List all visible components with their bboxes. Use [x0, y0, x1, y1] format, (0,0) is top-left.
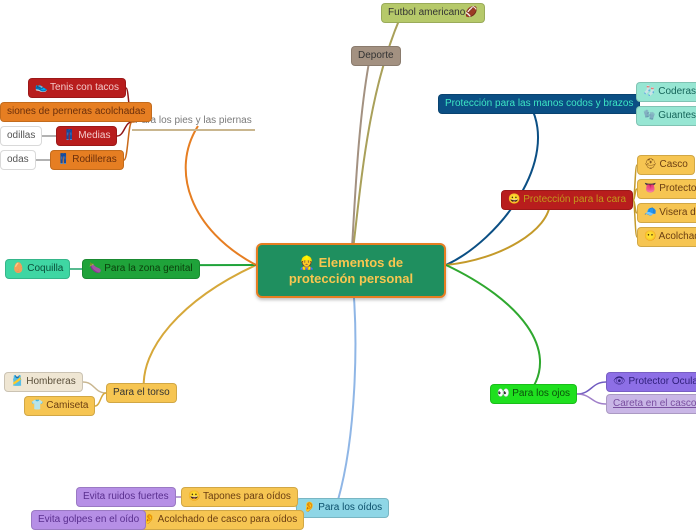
mindmap-node[interactable]: 👂 Acolchado de casco para oídos — [136, 510, 304, 530]
mindmap-node[interactable]: 😀 Tapones para oídos — [181, 487, 298, 507]
mindmap-node[interactable]: siones de perneras acolchadas — [0, 102, 152, 122]
mindmap-node[interactable]: 👅 Protector Bu — [637, 179, 696, 199]
mindmap-node[interactable]: 🎽 Hombreras — [4, 372, 83, 392]
mindmap-node[interactable]: 👁 Protector Ocular en el — [606, 372, 696, 392]
mindmap-node[interactable]: 👕 Camiseta — [24, 396, 95, 416]
mindmap-node[interactable]: Protección para las manos codos y brazos — [438, 94, 640, 114]
mindmap-node[interactable]: 🧤 Guantes — [636, 106, 696, 126]
mindmap-node[interactable]: 🍆 Para la zona genital — [82, 259, 200, 279]
mindmap-node[interactable]: 🧦 Coderas — [636, 82, 696, 102]
mindmap-node[interactable]: Futbol americano🏈 — [381, 3, 485, 23]
mindmap-node[interactable]: odas — [0, 150, 36, 170]
mindmap-node[interactable]: Deporte — [351, 46, 401, 66]
mindmap-node[interactable]: Careta en el casco — [606, 394, 696, 414]
mindmap-node[interactable]: 👖 Rodilleras — [50, 150, 124, 170]
mindmap-node[interactable]: 👂 Para los oídos — [296, 498, 389, 518]
mindmap-node[interactable]: Evita ruidos fuertes — [76, 487, 176, 507]
mindmap-node[interactable]: ⛑ Casco — [637, 155, 695, 175]
mindmap-node[interactable]: 😀 Protección para la cara — [501, 190, 633, 210]
mindmap-node[interactable]: 👟 Tenis con tacos — [28, 78, 126, 98]
mindmap-node[interactable]: 😶 Acolchado — [637, 227, 696, 247]
mindmap-node[interactable]: 🧢 Visera de p — [637, 203, 696, 223]
mindmap-node[interactable]: 👀 Para los ojos — [490, 384, 577, 404]
mindmap-node[interactable]: Evita golpes en el oído — [31, 510, 146, 530]
center-node[interactable]: 👷 Elementos de protección personal — [256, 243, 446, 298]
mindmap-node[interactable]: odillas — [0, 126, 42, 146]
mindmap-node[interactable]: Para el torso — [106, 383, 177, 403]
mindmap-node[interactable]: 🥚 Coquilla — [5, 259, 70, 279]
mindmap-node[interactable]: 👖 Medias — [56, 126, 117, 146]
